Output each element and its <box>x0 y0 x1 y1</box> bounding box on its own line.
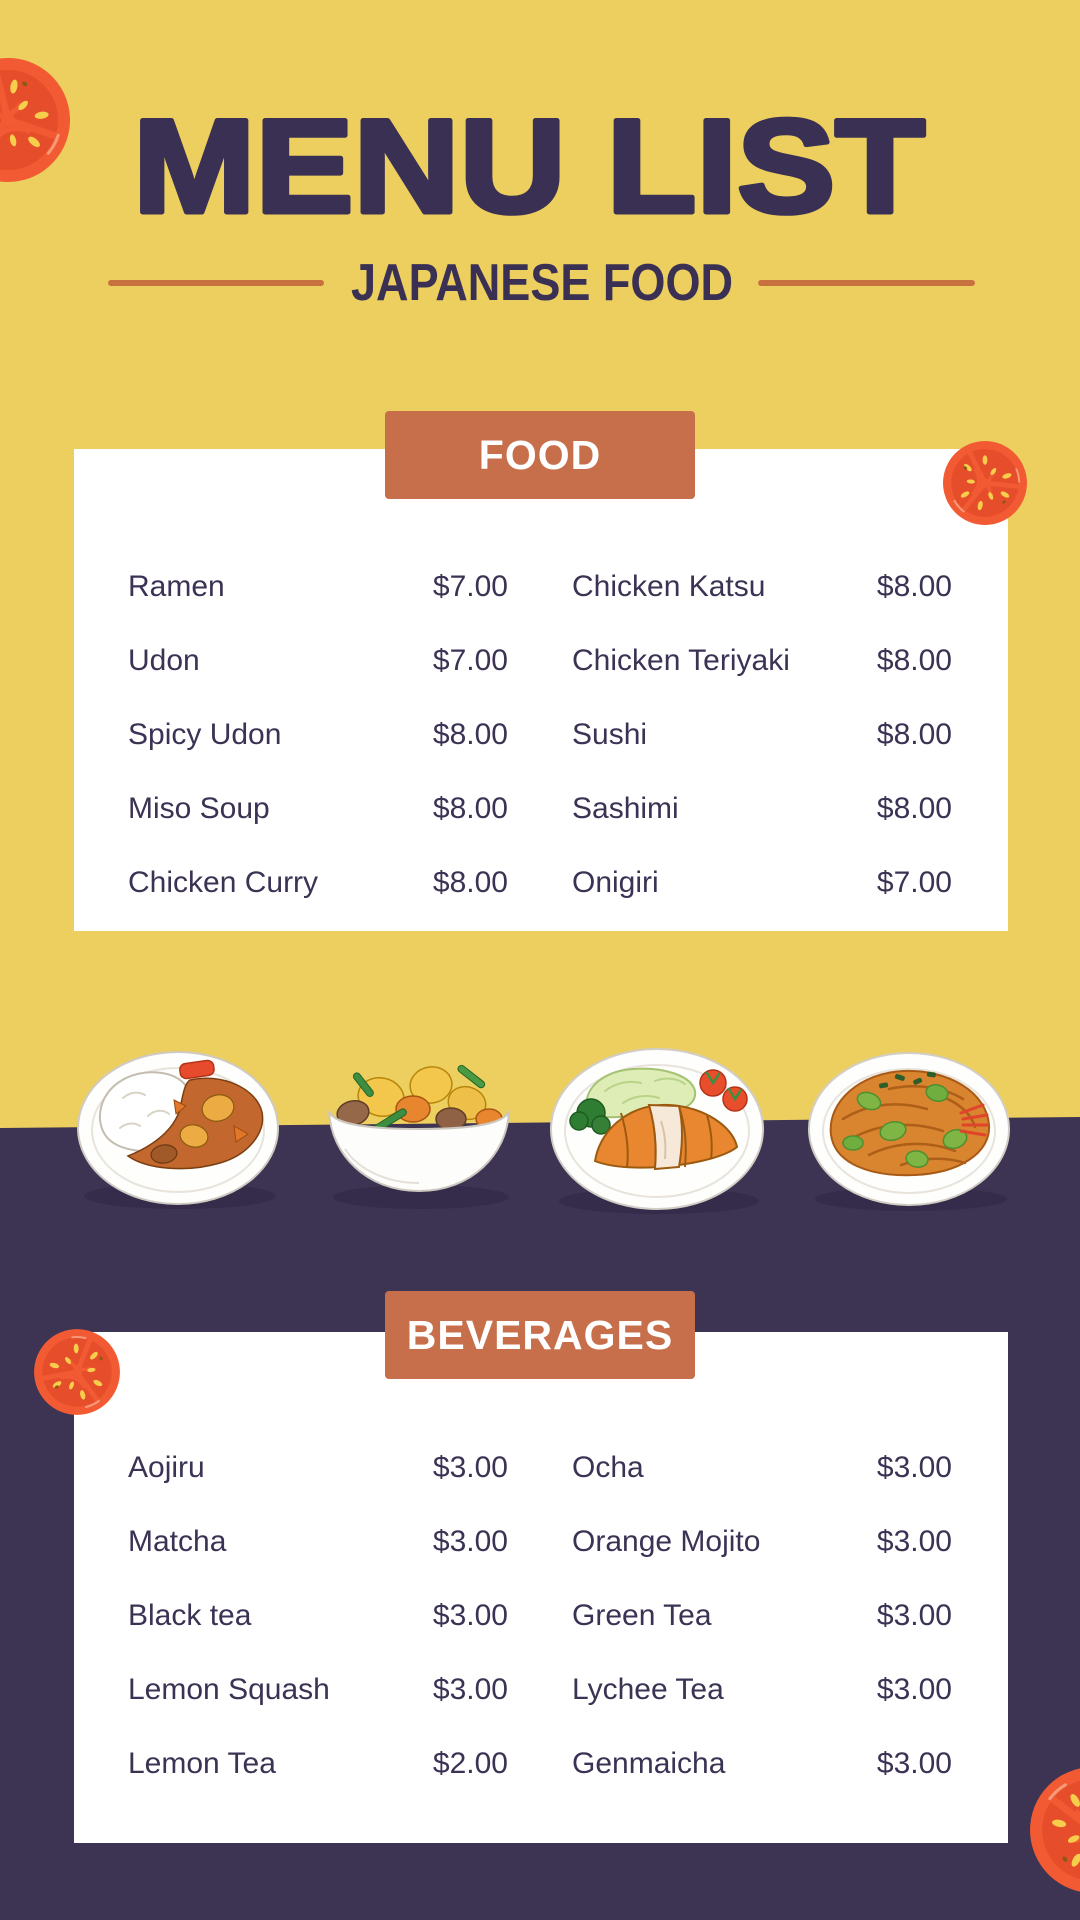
header: MENU LIST JAPANESE FOOD <box>108 91 975 312</box>
menu-item-name: Orange Mojito <box>572 1525 761 1558</box>
menu-item-price: $8.00 <box>876 644 952 677</box>
food-section-badge: FOOD <box>385 411 695 499</box>
menu-row: Udon $7.00 <box>128 624 508 698</box>
menu-row: Spicy Udon $8.00 <box>128 698 508 772</box>
menu-item-name: Onigiri <box>572 866 659 899</box>
menu-item-price: $8.00 <box>432 866 508 899</box>
menu-row: Genmaicha $3.00 <box>572 1727 952 1801</box>
menu-row: Sushi $8.00 <box>572 698 952 772</box>
menu-item-price: $3.00 <box>876 1673 952 1706</box>
menu-item-price: $2.00 <box>432 1747 508 1780</box>
menu-item-name: Chicken Katsu <box>572 570 766 603</box>
menu-item-name: Miso Soup <box>128 792 270 825</box>
menu-row: Black tea $3.00 <box>128 1579 508 1653</box>
menu-row: Sashimi $8.00 <box>572 772 952 846</box>
menu-item-name: Chicken Teriyaki <box>572 644 790 677</box>
menu-row: Green Tea $3.00 <box>572 1579 952 1653</box>
menu-item-price: $3.00 <box>432 1673 508 1706</box>
menu-row: Chicken Curry $8.00 <box>128 846 508 920</box>
menu-item-name: Chicken Curry <box>128 866 319 899</box>
tomato-slice-illustration <box>1021 1758 1080 1901</box>
menu-row: Lychee Tea $3.00 <box>572 1653 952 1727</box>
menu-item-name: Lemon Squash <box>128 1673 330 1706</box>
menu-item-name: Spicy Udon <box>128 718 282 751</box>
menu-item-name: Genmaicha <box>572 1747 726 1780</box>
beverages-section-title: BEVERAGES <box>406 1311 674 1358</box>
menu-item-name: Lemon Tea <box>128 1747 276 1780</box>
food-right-column: Chicken Katsu $8.00 Chicken Teriyaki $8.… <box>572 550 952 920</box>
page-subtitle: JAPANESE FOOD <box>351 254 733 312</box>
page-title: MENU LIST <box>133 93 925 241</box>
menu-item-name: Ocha <box>572 1451 644 1484</box>
beverages-right-column: Ocha $3.00 Orange Mojito $3.00 Green Tea… <box>572 1431 952 1801</box>
menu-item-name: Ramen <box>128 570 225 603</box>
beverages-card: Aojiru $3.00 Matcha $3.00 Black tea $3.0… <box>74 1332 1008 1843</box>
menu-item-name: Aojiru <box>128 1451 205 1484</box>
menu-item-price: $3.00 <box>876 1599 952 1632</box>
menu-item-price: $7.00 <box>876 866 952 899</box>
menu-row: Matcha $3.00 <box>128 1505 508 1579</box>
nikujaga-stew-bowl-illustration <box>328 1064 510 1209</box>
menu-row: Ramen $7.00 <box>128 550 508 624</box>
menu-row: Orange Mojito $3.00 <box>572 1505 952 1579</box>
menu-item-price: $8.00 <box>432 718 508 751</box>
tomato-slice-illustration <box>937 435 1034 532</box>
menu-item-price: $3.00 <box>432 1451 508 1484</box>
menu-item-price: $8.00 <box>432 792 508 825</box>
dish-illustrations <box>77 1048 1010 1214</box>
menu-item-price: $8.00 <box>876 718 952 751</box>
curry-rice-plate-illustration <box>77 1051 279 1209</box>
food-card: Ramen $7.00 Udon $7.00 Spicy Udon $8.00 … <box>74 449 1008 931</box>
food-left-column: Ramen $7.00 Udon $7.00 Spicy Udon $8.00 … <box>128 550 508 920</box>
menu-item-price: $8.00 <box>876 792 952 825</box>
menu-row: Onigiri $7.00 <box>572 846 952 920</box>
beverages-section-badge: BEVERAGES <box>385 1291 695 1379</box>
menu-item-price: $3.00 <box>876 1747 952 1780</box>
menu-item-price: $7.00 <box>432 644 508 677</box>
menu-row: Miso Soup $8.00 <box>128 772 508 846</box>
menu-row: Chicken Teriyaki $8.00 <box>572 624 952 698</box>
menu-item-price: $3.00 <box>432 1599 508 1632</box>
menu-item-name: Lychee Tea <box>572 1673 724 1706</box>
food-section-title: FOOD <box>478 431 602 478</box>
menu-item-name: Black tea <box>128 1599 252 1632</box>
menu-item-name: Green Tea <box>572 1599 712 1632</box>
menu-row: Chicken Katsu $8.00 <box>572 550 952 624</box>
yakisoba-plate-illustration <box>808 1052 1010 1211</box>
menu-row: Aojiru $3.00 <box>128 1431 508 1505</box>
menu-row: Lemon Squash $3.00 <box>128 1653 508 1727</box>
menu-item-name: Udon <box>128 644 200 677</box>
menu-item-price: $7.00 <box>432 570 508 603</box>
menu-item-price: $8.00 <box>876 570 952 603</box>
menu-row: Ocha $3.00 <box>572 1431 952 1505</box>
menu-item-name: Sushi <box>572 718 648 751</box>
beverages-left-column: Aojiru $3.00 Matcha $3.00 Black tea $3.0… <box>128 1431 508 1801</box>
menu-item-name: Sashimi <box>572 792 679 825</box>
subtitle-left-dash <box>108 280 324 286</box>
subtitle-right-dash <box>758 280 975 286</box>
menu-item-price: $3.00 <box>876 1525 952 1558</box>
menu-row: Lemon Tea $2.00 <box>128 1727 508 1801</box>
menu-item-price: $3.00 <box>432 1525 508 1558</box>
menu-item-price: $3.00 <box>876 1451 952 1484</box>
menu-item-name: Matcha <box>128 1525 227 1558</box>
chicken-katsu-plate-illustration <box>550 1048 764 1214</box>
